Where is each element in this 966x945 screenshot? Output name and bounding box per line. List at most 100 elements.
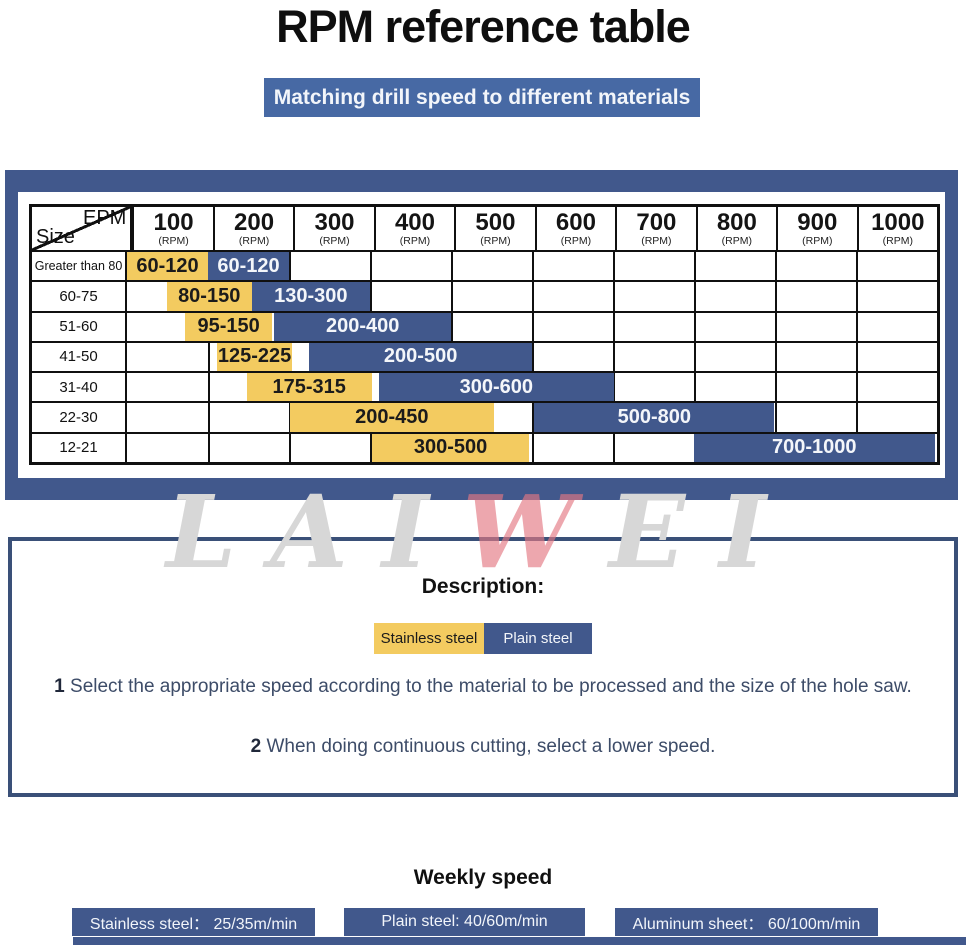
rpm-column-value: 900 <box>797 208 838 236</box>
grid-cell <box>127 403 208 431</box>
grid-cell <box>532 403 613 432</box>
badge-plain-steel: Plain steel: 40/60m/min <box>344 908 585 936</box>
grid-cell <box>856 252 937 281</box>
weekly-speed-heading: Weekly speed <box>413 866 553 889</box>
table-row: 12-21 300-500 700-1000 <box>32 431 937 462</box>
speed-bar-plain: 200-500 <box>309 342 532 372</box>
rpm-column-header-200: 200 (RPM) <box>212 207 293 250</box>
table-row: 41-50 125-225 200-500 <box>32 340 937 372</box>
speed-bar-stainless: 300-500 <box>372 433 529 462</box>
rpm-column-header-600: 600 (RPM) <box>534 207 615 250</box>
rpm-column-header-400: 400 (RPM) <box>373 207 454 250</box>
speed-bar-plain: 60-120 <box>208 252 289 281</box>
grid-cell <box>289 252 370 281</box>
note-1-number: 1 <box>54 676 65 697</box>
rpm-column-value: 400 <box>394 208 435 236</box>
table-row: 51-60 95-150 200-400 <box>32 310 937 341</box>
note-1: 1 Select the appropriate speed according… <box>0 676 966 698</box>
speed-bar-plain: 300-600 <box>378 373 614 402</box>
grid-cell <box>775 342 856 372</box>
rpm-unit-label: (RPM) <box>641 234 672 247</box>
grid-cell <box>694 342 775 372</box>
legend-chip-stainless: Stainless steel <box>374 623 484 654</box>
grid-cell <box>613 282 694 311</box>
grid-cell <box>532 252 613 281</box>
grid-cell <box>613 252 694 281</box>
grid-cell <box>856 403 937 432</box>
size-label: 31-40 <box>32 373 127 402</box>
rpm-unit-label: (RPM) <box>802 234 833 247</box>
grid-cell <box>775 373 856 402</box>
grid-cell <box>208 342 289 372</box>
grid-cell <box>127 373 208 401</box>
size-label: 12-21 <box>32 433 127 462</box>
grid-cell <box>208 373 289 402</box>
page-title: RPM reference table <box>276 1 691 52</box>
note-2-text: When doing continuous cutting, select a … <box>266 736 716 757</box>
grid-cell <box>856 312 937 341</box>
rpm-unit-label: (RPM) <box>399 234 431 247</box>
grid-cell <box>451 312 532 341</box>
grid-cell <box>127 343 208 371</box>
note-2-number: 2 <box>250 736 262 757</box>
speed-bar-plain: 700-1000 <box>694 433 935 462</box>
grid-cell <box>451 252 532 281</box>
rpm-column-header-900: 900 (RPM) <box>776 207 856 250</box>
rpm-table: EPM Size 100 (RPM) 200 (RPM) 300 (RPM) 400 (RPM… <box>29 204 940 465</box>
speed-bar-plain: 130-300 <box>251 282 370 311</box>
rpm-column-header-100: 100 (RPM) <box>132 207 212 250</box>
speed-bar-plain: 200-400 <box>274 312 451 341</box>
row-grid: 95-150 200-400 <box>127 312 937 341</box>
rpm-column-header-700: 700 (RPM) <box>615 207 695 250</box>
grid-cell <box>775 312 856 341</box>
row-grid: 200-450 500-800 <box>127 403 937 432</box>
grid-cell <box>127 434 208 462</box>
table-row: 22-30 200-450 500-800 <box>32 401 937 432</box>
row-grid: 60-120 60-120 <box>127 252 937 281</box>
rpm-column-value: 300 <box>314 208 355 236</box>
grid-cell <box>370 282 451 311</box>
grid-cell <box>532 312 613 341</box>
grid-cell <box>613 373 694 402</box>
rpm-column-value: 500 <box>475 208 516 236</box>
rpm-column-value: 600 <box>555 208 596 236</box>
corner-cell: EPM Size <box>32 207 133 250</box>
grid-cell <box>856 373 937 402</box>
size-label: 41-50 <box>32 342 127 372</box>
grid-cell <box>856 282 937 311</box>
grid-cell <box>613 433 694 462</box>
rpm-column-value: 700 <box>636 208 677 236</box>
legend-chip-plain: Plain steel <box>484 623 592 654</box>
grid-cell <box>694 282 775 311</box>
corner-label-epm: EPM <box>82 207 127 229</box>
grid-cell <box>289 433 370 462</box>
size-label: 60-75 <box>32 282 127 311</box>
rpm-column-header-1000: 1000 (RPM) <box>856 207 937 250</box>
grid-cell <box>775 252 856 281</box>
size-label: 22-30 <box>32 403 127 432</box>
grid-cell <box>613 312 694 341</box>
grid-cell <box>532 433 613 462</box>
rpm-unit-label: (RPM) <box>882 234 913 247</box>
rpm-unit-label: (RPM) <box>319 234 350 247</box>
rpm-column-header-300: 300 (RPM) <box>293 207 373 250</box>
grid-cell <box>856 342 937 372</box>
description-heading: Description: <box>421 575 545 598</box>
table-header-row: EPM Size 100 (RPM) 200 (RPM) 300 (RPM) 400 (RPM… <box>32 207 937 250</box>
rpm-column-header-500: 500 (RPM) <box>454 207 534 250</box>
row-grid: 125-225 200-500 <box>127 342 937 372</box>
grid-cell <box>370 433 451 462</box>
grid-cell <box>370 252 451 281</box>
grid-cell <box>208 403 289 432</box>
rpm-column-value: 100 <box>153 208 194 236</box>
row-grid: 175-315 300-600 <box>127 373 937 402</box>
table-row: 60-75 80-150 130-300 <box>32 280 937 311</box>
grid-cell <box>694 373 775 402</box>
grid-cell <box>532 342 613 372</box>
size-label: Greater than 80 <box>32 252 127 281</box>
material-legend: Stainless steel Plain steel <box>0 623 966 654</box>
speed-bar-stainless: 175-315 <box>246 373 372 402</box>
row-grid: 300-500 700-1000 <box>127 433 937 462</box>
badge-aluminum-sheet: Aluminum sheet： 60/100m/min <box>615 908 878 936</box>
